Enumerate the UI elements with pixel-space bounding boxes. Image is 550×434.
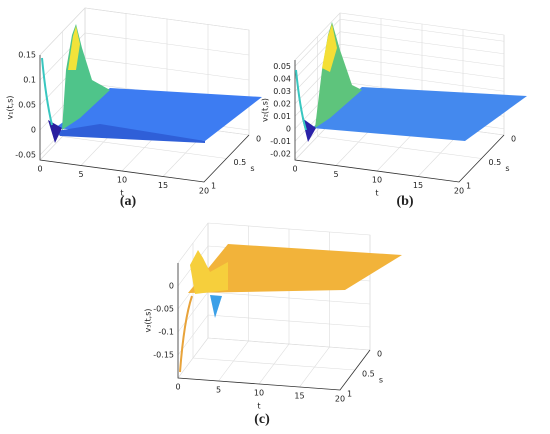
surface-edge-curve: [41, 57, 53, 126]
surface-dip: [302, 118, 316, 142]
surface-edge-curve: [179, 295, 193, 373]
x-axis-label: t: [375, 189, 378, 198]
z-tick-label: -0.15: [153, 351, 174, 360]
axis-line: [39, 55, 250, 183]
z-tick-label: 0.05: [18, 101, 36, 110]
x-axis-label: t: [120, 189, 123, 198]
y-tick-label: 0.5: [489, 158, 502, 167]
surface-plane: [312, 87, 527, 141]
x-axis-label: t: [257, 402, 260, 411]
z-axis-label: v₂(t,s): [261, 98, 270, 122]
surface-edge: [56, 124, 205, 143]
z-tick-label: 0: [169, 282, 174, 291]
x-tick-label: 0: [37, 165, 42, 174]
z-tick-label: 0.04: [273, 74, 291, 83]
y-tick-label: 0: [377, 350, 382, 359]
y-axis-label: s: [379, 376, 383, 385]
x-tick-label: 20: [335, 395, 345, 404]
surface-peak-top: [68, 26, 80, 70]
surface-dip: [48, 120, 62, 143]
y-tick-label: 1: [466, 182, 471, 191]
y-tick-label: 0: [256, 135, 261, 144]
x-tick-label: 15: [413, 181, 423, 190]
z-tick-label: -0.01: [270, 137, 291, 146]
z-grid-line: [177, 314, 371, 356]
back-wall: [177, 222, 371, 379]
panel-caption: (a): [120, 194, 137, 209]
z-tick-label: 0.01: [273, 112, 291, 121]
z-tick-label: -0.05: [153, 305, 174, 314]
y-tick-label: 0: [511, 135, 516, 144]
x-tick-label: 10: [372, 176, 382, 185]
x-tick-label: 5: [78, 170, 83, 179]
surface-peak-top: [322, 24, 337, 72]
z-tick-label: 0: [31, 126, 36, 135]
y-axis-label: s: [250, 164, 254, 173]
z-tick-label: -0.02: [270, 149, 291, 158]
panel-caption: (b): [396, 194, 413, 209]
y-tick-label: 1: [347, 390, 352, 399]
x-tick-label: 20: [454, 187, 464, 196]
y-grid-line: [317, 36, 482, 159]
surface-a: [41, 24, 262, 143]
y-grid-line: [62, 31, 227, 159]
y-grid-line: [207, 223, 371, 351]
axis-line: [177, 263, 371, 391]
surface-b: [295, 22, 527, 142]
z-tick-label: 0.02: [273, 99, 291, 108]
x-tick-label: 5: [216, 386, 221, 395]
x-tick-label: 20: [199, 187, 209, 196]
z-tick-label: 0.15: [18, 51, 36, 60]
surface-edge-curve: [295, 69, 307, 131]
y-tick-label: 1: [211, 182, 216, 191]
surface-plane: [188, 244, 402, 293]
z-axis-label: v₁(t,s): [6, 95, 15, 119]
z-tick-label: 0.03: [273, 87, 291, 96]
z-tick-label: 0.1: [23, 76, 36, 85]
x-tick-label: 15: [158, 181, 168, 190]
x-tick-label: 10: [254, 389, 264, 398]
z-tick-label: -0.1: [158, 328, 174, 337]
x-tick-label: 15: [294, 392, 304, 401]
surface-peak: [190, 250, 228, 294]
z-tick-label: 0: [286, 124, 291, 133]
surface-spike: [210, 295, 222, 318]
grid-layer: [39, 7, 505, 391]
z-grid-line: [177, 291, 371, 333]
z-tick-label: -0.05: [15, 151, 36, 160]
x-tick-label: 5: [333, 170, 338, 179]
panel-caption: (c): [254, 412, 270, 427]
x-tick-label: 0: [175, 383, 180, 392]
y-axis-label: s: [505, 164, 509, 173]
surface-c: [179, 244, 402, 373]
z-tick-label: 0.05: [273, 62, 291, 71]
axis-line: [294, 60, 505, 183]
x-tick-label: 0: [292, 165, 297, 174]
z-axis-label: v₃(t,s): [144, 308, 153, 332]
y-tick-label: 0.5: [234, 158, 247, 167]
y-tick-label: 0.5: [362, 370, 375, 379]
x-tick-label: 10: [117, 176, 127, 185]
